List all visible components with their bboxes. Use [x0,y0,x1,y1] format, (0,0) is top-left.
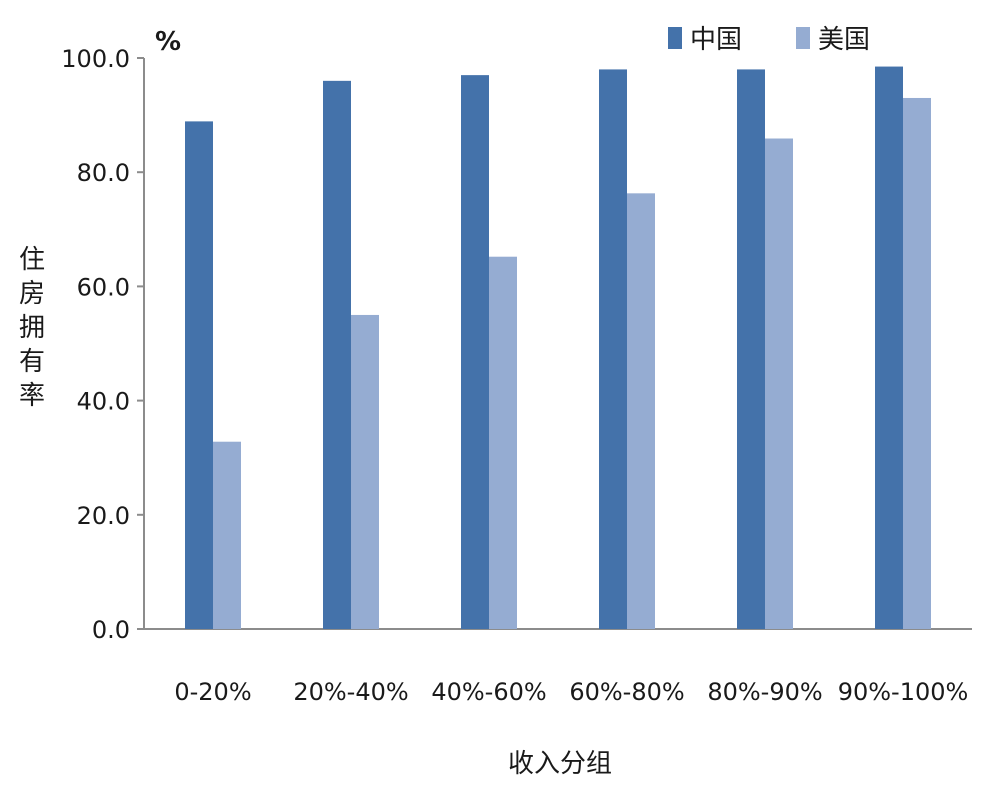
x-axis-title: 收入分组 [508,749,612,779]
legend-item: 美国 [796,25,870,55]
x-tick-label: 80%-90% [707,678,822,706]
y-axis: 0.0 20.0 40.0 60.0 80.0 100.0 [61,45,145,644]
bar-group [737,69,793,630]
bar-series-1 [875,66,903,629]
legend-swatch [668,27,682,49]
bar-series-1 [599,69,627,630]
legend-item: 中国 [668,25,742,55]
bar-series-1 [461,75,489,629]
bar-series-1 [185,121,213,630]
bar-series-2 [213,441,241,629]
bar-group [875,66,931,630]
bars [185,66,931,630]
x-tick-label: 60%-80% [569,678,684,706]
y-unit-label: % [155,27,181,57]
bar-series-2 [903,97,931,630]
bar-series-1 [737,69,765,630]
bar-group [185,121,241,630]
bar-group [599,69,655,630]
y-axis-title: 住房拥有率 [19,245,45,411]
legend-swatch [796,27,810,49]
legend-label: 美国 [818,25,870,55]
y-tick-label: 40.0 [77,388,130,416]
y-tick-label: 0.0 [92,616,130,644]
bar-series-2 [765,138,793,630]
x-axis: 0-20% 20%-40% 40%-60% 60%-80% 80%-90% 90%-100… [144,628,972,706]
legend-label: 中国 [690,25,742,55]
x-tick-label: 40%-60% [431,678,546,706]
y-tick-label: 60.0 [77,273,130,301]
x-tick-label: 0-20% [174,678,251,706]
x-tick-label: 90%-100% [838,678,969,706]
y-tick-label: 20.0 [77,502,130,530]
bar-group [461,75,517,629]
y-tick-label: 80.0 [77,159,130,187]
bar-series-2 [489,256,517,629]
bar-series-2 [627,193,655,629]
legend: 中国 美国 [668,25,870,55]
bar-series-1 [323,80,351,630]
bar-group [323,80,379,630]
bar-series-2 [351,314,379,629]
y-tick-label: 100.0 [61,45,130,73]
x-tick-label: 20%-40% [293,678,408,706]
